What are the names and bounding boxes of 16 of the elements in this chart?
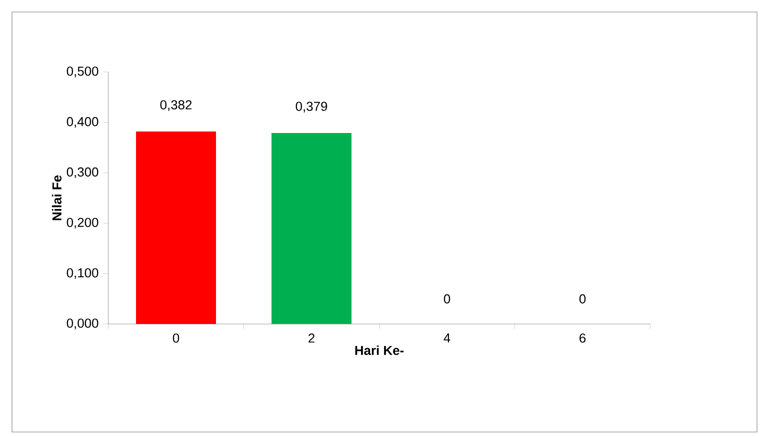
data-label: 0 <box>444 294 450 304</box>
x-tick-label: 2 <box>308 334 314 343</box>
y-tick-label: 0,200 <box>66 218 98 229</box>
data-label: 0,379 <box>296 102 328 112</box>
x-axis-title: Hari Ke- <box>355 345 404 356</box>
y-tick-label: 0,300 <box>66 167 98 178</box>
data-label: 0 <box>579 294 586 304</box>
x-tick-label: 0 <box>172 334 180 343</box>
x-tick-label: 4 <box>444 334 450 342</box>
y-tick-label: 0,000 <box>66 318 98 330</box>
data-label: 0,382 <box>160 100 192 111</box>
y-tick-label: 0,400 <box>66 117 98 128</box>
y-tick-label: 0,500 <box>66 66 98 78</box>
y-tick-label: 0,100 <box>66 268 98 279</box>
x-tick-label: 6 <box>580 334 586 343</box>
y-axis-title: Nilai Fe <box>52 175 62 220</box>
